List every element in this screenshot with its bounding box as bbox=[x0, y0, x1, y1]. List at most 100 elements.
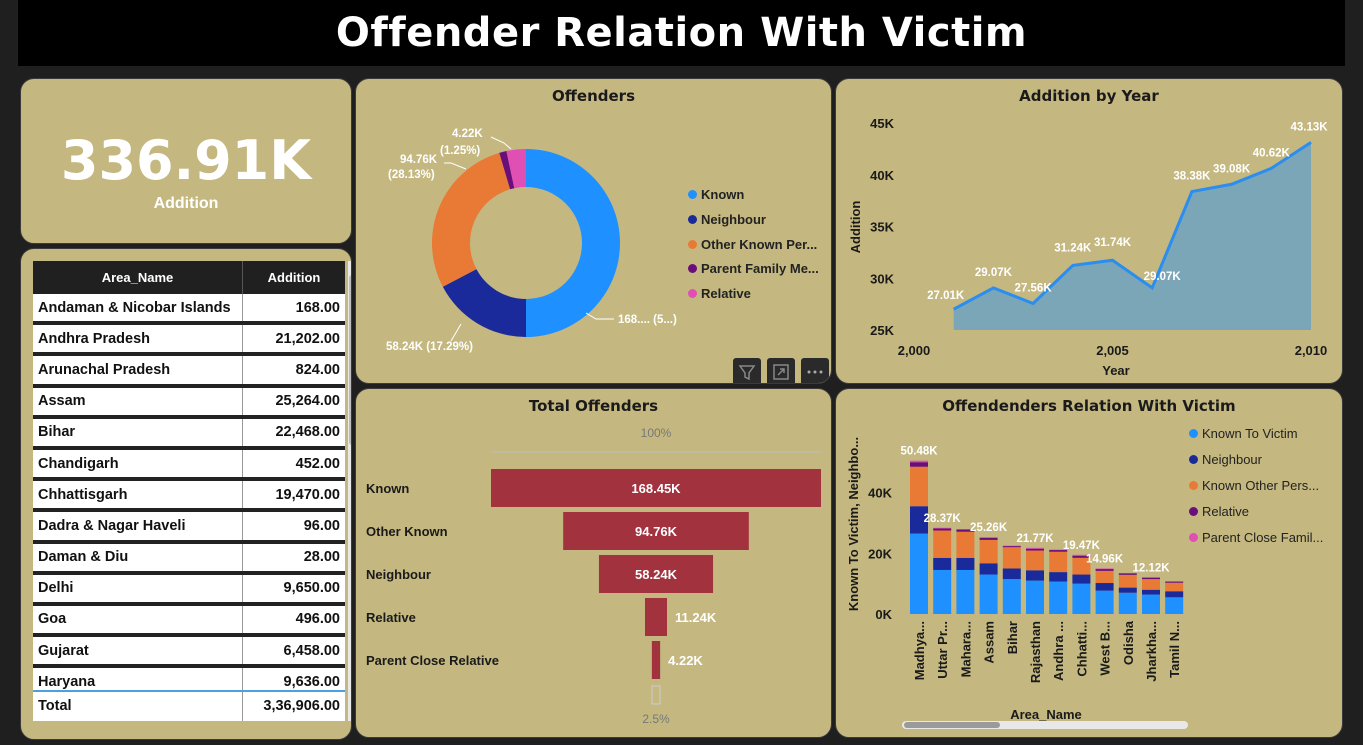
stacked-bar-segment[interactable] bbox=[1002, 545, 1021, 547]
stacked-bar-segment[interactable] bbox=[1118, 574, 1137, 588]
donut-slice-other-known[interactable] bbox=[432, 152, 511, 287]
stacked-bar-segment[interactable] bbox=[956, 531, 975, 558]
stacked-bar-segment[interactable] bbox=[1095, 570, 1114, 584]
funnel-bar[interactable] bbox=[651, 641, 661, 679]
stacked-bar-segment[interactable] bbox=[956, 557, 975, 570]
donut-slice-neighbour[interactable] bbox=[442, 269, 527, 337]
stacked-bar-segment[interactable] bbox=[933, 569, 952, 614]
stacked-bar-segment[interactable] bbox=[1002, 547, 1021, 569]
stacked-bar-segment[interactable] bbox=[910, 466, 928, 507]
table-row[interactable]: Andaman & Nicobar Islands 168.00 bbox=[33, 294, 345, 326]
table-row[interactable]: Delhi 9,650.00 bbox=[33, 574, 345, 606]
donut-slice-known[interactable] bbox=[526, 149, 621, 337]
stacked-bar-segment[interactable] bbox=[1165, 581, 1184, 582]
stacked-bar-segment[interactable] bbox=[1142, 577, 1160, 578]
stacked-bar-segment[interactable] bbox=[979, 574, 998, 614]
legend-known[interactable]: Known bbox=[688, 187, 744, 202]
stacked-bar-segment[interactable] bbox=[1095, 583, 1114, 591]
stacked-bar-segment[interactable] bbox=[1026, 570, 1044, 581]
stacked-bar-segment[interactable] bbox=[1049, 549, 1068, 552]
stacked-bar-segment[interactable] bbox=[933, 528, 952, 531]
stacked-bar-segment[interactable] bbox=[1165, 582, 1184, 592]
stacked-bar-segment[interactable] bbox=[1118, 573, 1137, 574]
stacked-bar-segment[interactable] bbox=[979, 539, 998, 564]
stacked-bar-segment[interactable] bbox=[933, 557, 952, 570]
legend-relative[interactable]: Relative bbox=[688, 286, 751, 301]
stacked-bar-segment[interactable] bbox=[956, 529, 975, 532]
area-line[interactable] bbox=[952, 141, 1312, 311]
stacked-bar-segment[interactable] bbox=[1049, 551, 1068, 573]
stacked-bar-segment[interactable] bbox=[1072, 583, 1091, 614]
stacked-bar-segment[interactable] bbox=[956, 528, 975, 530]
column-header-area-name[interactable]: Area_Name bbox=[33, 261, 243, 294]
legend-other-known[interactable]: Other Known Per... bbox=[688, 237, 817, 252]
column-header-addition[interactable]: Addition bbox=[267, 270, 321, 285]
donut-slice-relative[interactable] bbox=[506, 149, 526, 189]
filter-icon[interactable] bbox=[733, 358, 761, 383]
funnel-bar[interactable] bbox=[563, 512, 749, 550]
stacked-bar-segment[interactable] bbox=[956, 569, 975, 614]
stacked-bar-segment[interactable] bbox=[1002, 568, 1021, 580]
table-row[interactable]: Bihar 22,468.00 bbox=[33, 418, 345, 450]
more-options-icon[interactable] bbox=[801, 358, 829, 383]
table-row[interactable]: Daman & Diu 28.00 bbox=[33, 543, 345, 575]
stacked-bar-segment[interactable] bbox=[1095, 568, 1114, 570]
stacked-bar-segment[interactable] bbox=[1002, 545, 1021, 548]
stacked-bar-segment[interactable] bbox=[1095, 590, 1114, 614]
stacked-bar-segment[interactable] bbox=[1072, 555, 1091, 558]
legend-parent-family[interactable]: Parent Family Me... bbox=[688, 261, 819, 276]
stacked-bar-segment[interactable] bbox=[1026, 547, 1044, 549]
table-row[interactable]: Chandigarh 452.00 bbox=[33, 449, 345, 482]
stacked-bar-segment[interactable] bbox=[1142, 594, 1160, 614]
stacked-bar-segment[interactable] bbox=[1049, 581, 1068, 614]
stacked-bar-segment[interactable] bbox=[1095, 569, 1114, 571]
legend-known-to-victim[interactable]: Known To Victim bbox=[1189, 426, 1298, 441]
stacked-bar-segment[interactable] bbox=[933, 530, 952, 558]
table-scrollbar[interactable] bbox=[348, 261, 351, 721]
table-row[interactable]: Andhra Pradesh 21,202.00 bbox=[33, 325, 345, 357]
stacked-bar-segment[interactable] bbox=[1142, 589, 1160, 595]
stacked-bar-segment[interactable] bbox=[1165, 591, 1184, 598]
stacked-bar-segment[interactable] bbox=[910, 462, 928, 467]
funnel-bar[interactable] bbox=[644, 598, 668, 636]
stacked-bar-segment[interactable] bbox=[1026, 550, 1044, 571]
stacked-bar-segment[interactable] bbox=[1142, 579, 1160, 590]
stacked-bar-segment[interactable] bbox=[1165, 597, 1184, 614]
stacked-bar-segment[interactable] bbox=[1072, 557, 1091, 575]
legend-neighbour[interactable]: Neighbour bbox=[688, 212, 766, 227]
stacked-bar-segment[interactable] bbox=[1026, 548, 1044, 551]
stacked-bar-segment[interactable] bbox=[979, 563, 998, 575]
legend-relative-2[interactable]: Relative bbox=[1189, 504, 1249, 519]
stacked-bar-segment[interactable] bbox=[1026, 580, 1044, 614]
stacked-bar-segment[interactable] bbox=[910, 506, 928, 534]
stacked-bar-segment[interactable] bbox=[1118, 573, 1137, 575]
stacked-bar-segment[interactable] bbox=[1049, 549, 1068, 551]
focus-mode-icon[interactable] bbox=[767, 358, 795, 383]
scrollbar-thumb[interactable] bbox=[349, 275, 351, 445]
legend-known-other[interactable]: Known Other Pers... bbox=[1189, 478, 1319, 493]
stacked-bar-segment[interactable] bbox=[933, 527, 952, 529]
stacked-bar-segment[interactable] bbox=[979, 537, 998, 538]
stacked-bar-segment[interactable] bbox=[1049, 572, 1068, 582]
table-row[interactable]: Dadra & Nagar Haveli 96.00 bbox=[33, 512, 345, 544]
stacked-bar-segment[interactable] bbox=[1118, 587, 1137, 593]
funnel-bar[interactable] bbox=[491, 469, 821, 507]
table-row[interactable]: Assam 25,264.00 bbox=[33, 387, 345, 419]
table-row[interactable]: Goa 496.00 bbox=[33, 605, 345, 638]
stacked-bar-segment[interactable] bbox=[979, 537, 998, 540]
stacked-bar-segment[interactable] bbox=[910, 533, 928, 614]
stacked-bar-segment[interactable] bbox=[1072, 574, 1091, 584]
legend-parent-close[interactable]: Parent Close Famil... bbox=[1189, 530, 1323, 545]
legend-neighbour-2[interactable]: Neighbour bbox=[1189, 452, 1262, 467]
donut-slice-parent-family[interactable] bbox=[499, 151, 515, 190]
stacked-bar-segment[interactable] bbox=[1142, 577, 1160, 580]
table-row[interactable]: Gujarat 6,458.00 bbox=[33, 637, 345, 669]
stacked-bar-segment[interactable] bbox=[1165, 581, 1184, 583]
funnel-bar[interactable] bbox=[598, 555, 714, 593]
table-row[interactable]: Arunachal Pradesh 824.00 bbox=[33, 356, 345, 388]
stacked-bar-segment[interactable] bbox=[1002, 579, 1021, 614]
horizontal-scrollbar-thumb[interactable] bbox=[904, 722, 1000, 728]
stacked-bar-segment[interactable] bbox=[1072, 554, 1091, 556]
stacked-bar-segment[interactable] bbox=[910, 460, 928, 463]
stacked-bar-segment[interactable] bbox=[1118, 592, 1137, 614]
